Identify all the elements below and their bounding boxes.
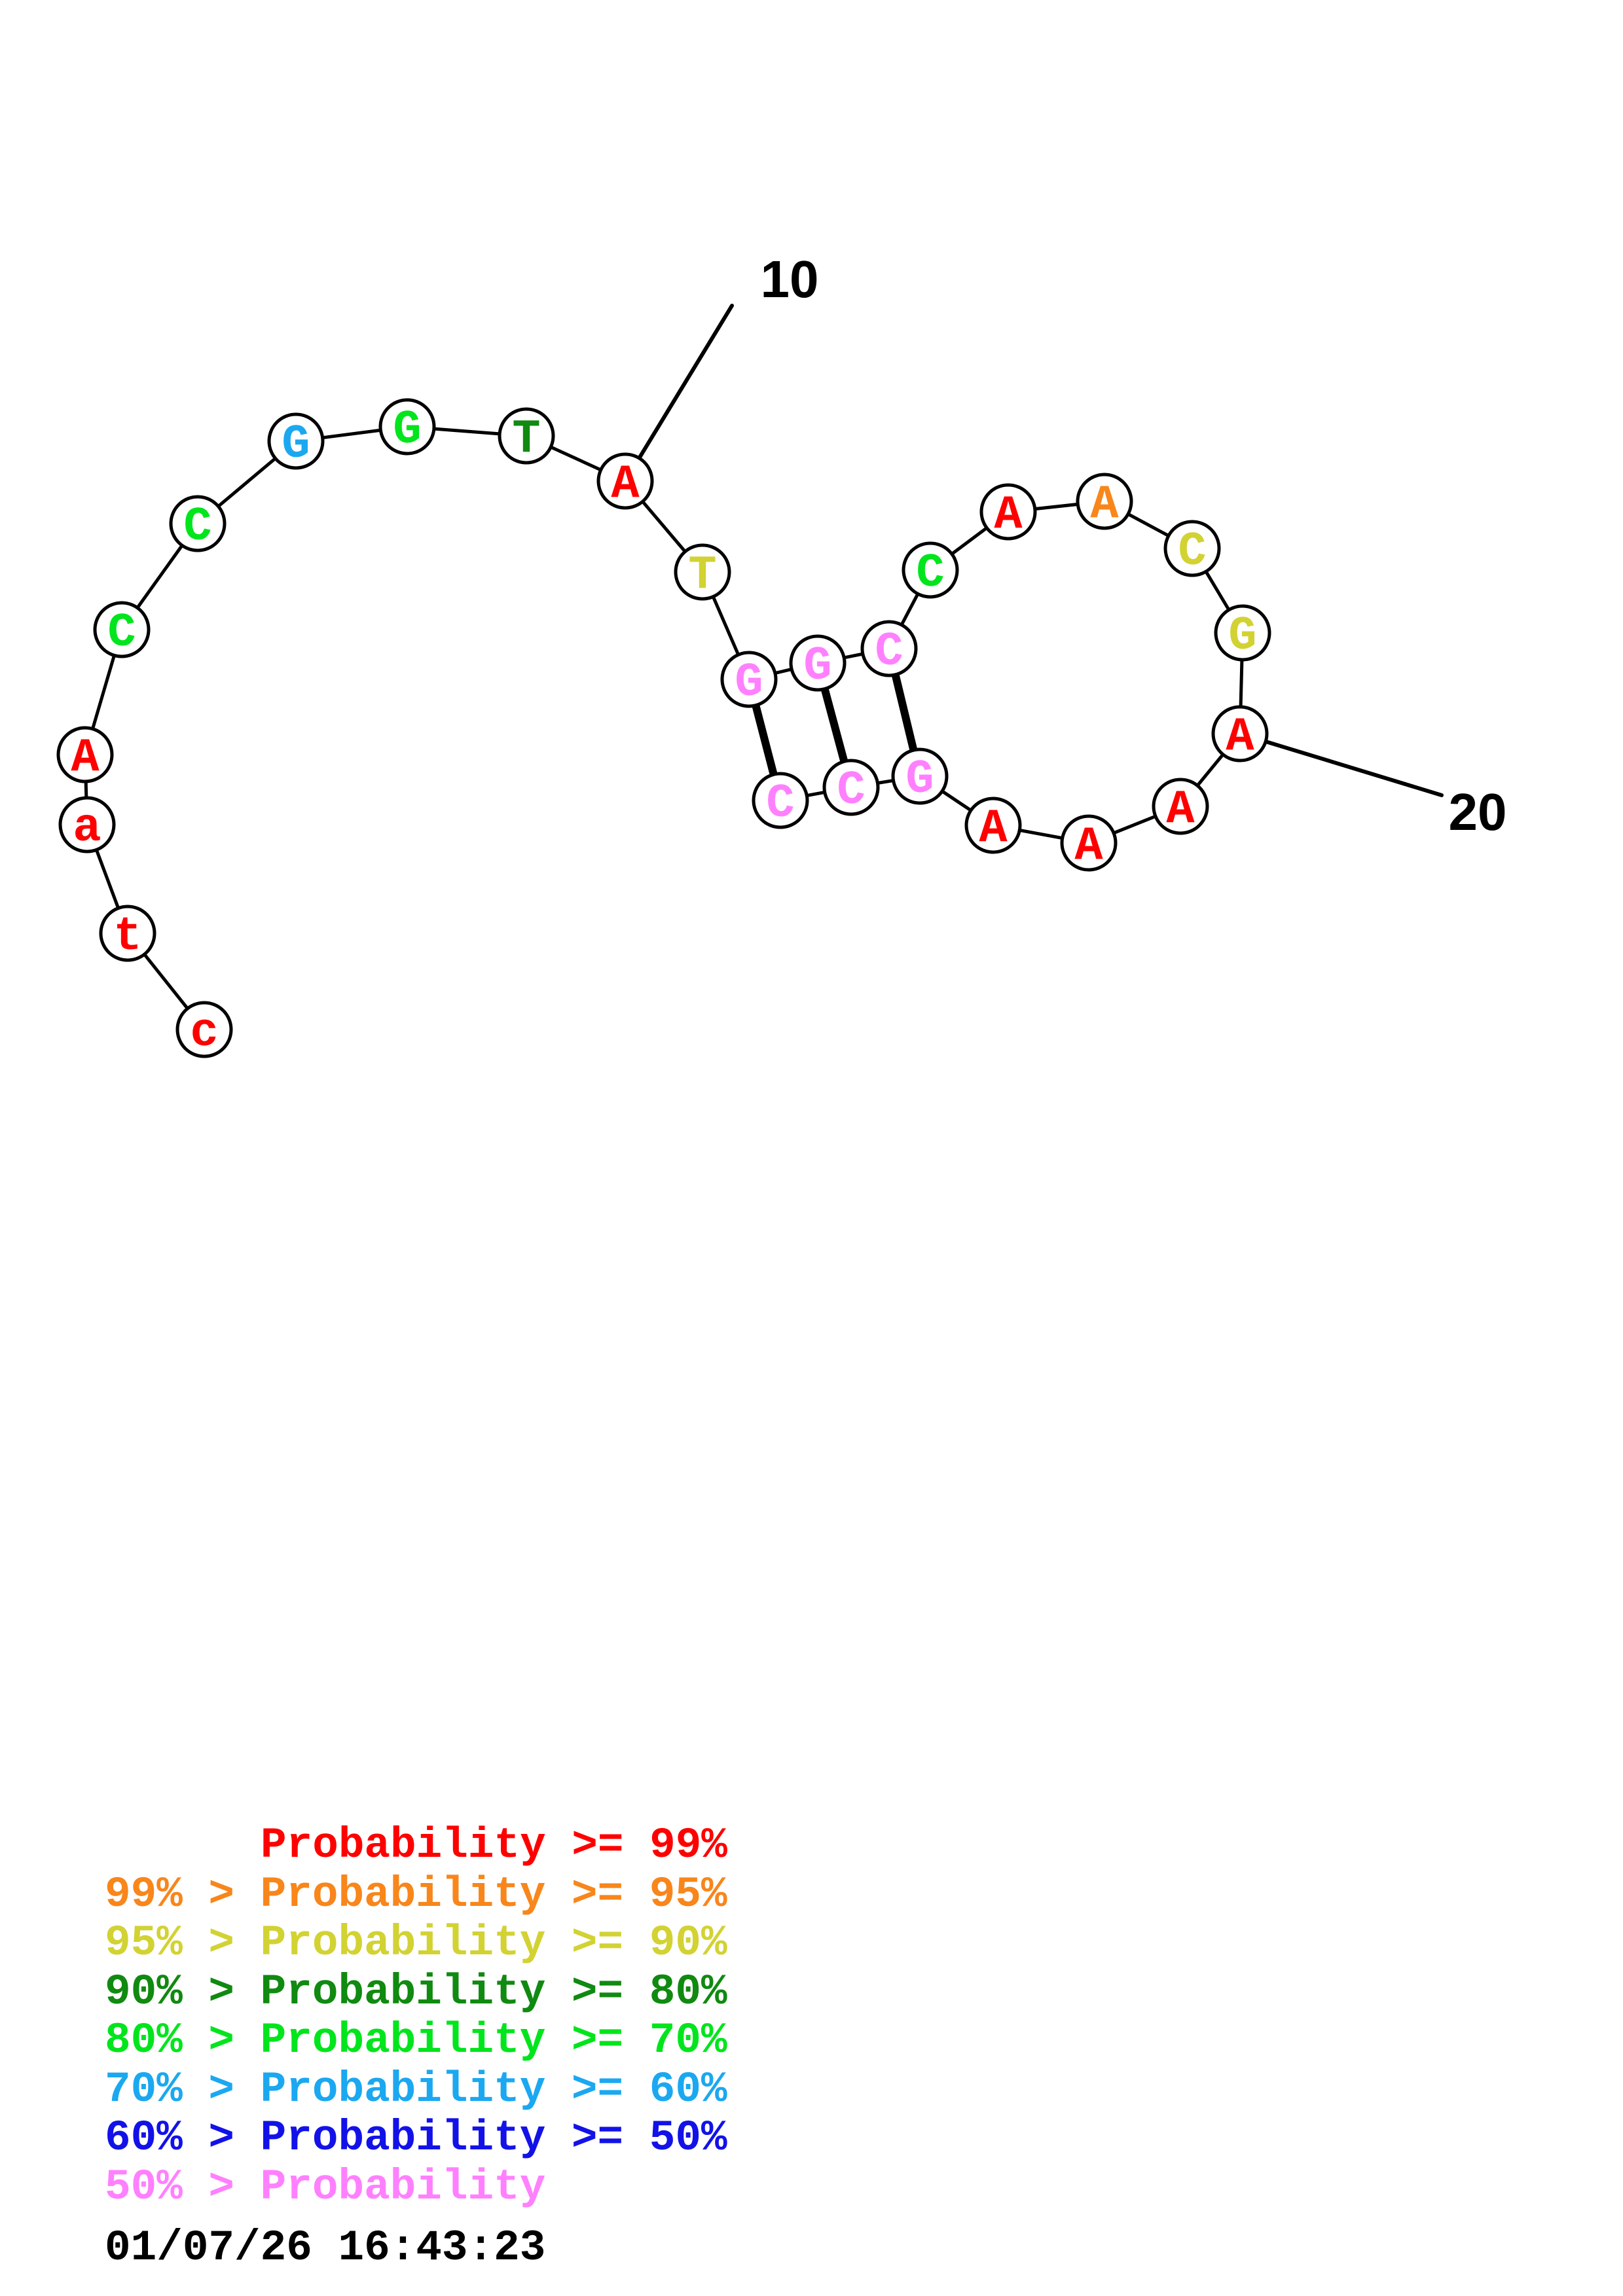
nucleotide-letter: C: [1178, 525, 1206, 579]
nucleotide-letter: C: [875, 625, 903, 679]
nucleotide-circle: [267, 412, 325, 470]
legend-row: Probability >= 99%: [261, 1821, 727, 1870]
nucleotide-letter: A: [71, 731, 100, 785]
nucleotide-letter: A: [1166, 783, 1195, 836]
legend-row: 95% > Probability >= 90%: [105, 1918, 727, 1967]
nucleotide-letter: A: [994, 488, 1023, 542]
nucleotide-circle: [1214, 604, 1271, 662]
nucleotide-circle: [1163, 520, 1221, 577]
backbone: [83, 425, 1245, 1031]
timestamp: 01/07/26 16:43:23: [105, 2223, 545, 2272]
probability-legend: Probability >= 99%99% > Probability >= 9…: [105, 1821, 727, 2212]
legend-row: 60% > Probability >= 50%: [105, 2113, 727, 2162]
nucleotide-circle: [169, 495, 227, 552]
nucleotide-circle: [1076, 473, 1133, 530]
nucleotide-circle: [498, 407, 555, 465]
nucleotide-letter: A: [1226, 710, 1254, 764]
nucleotide-letter: G: [905, 753, 934, 806]
legend-row: 99% > Probability >= 95%: [105, 1870, 727, 1919]
nucleotide-letter: A: [1090, 478, 1119, 531]
sequence-number-labels: 10 20: [761, 250, 1507, 841]
nucleotide-circle: [891, 747, 949, 805]
nucleotide-letter: A: [979, 802, 1008, 855]
leader-lines: [623, 304, 1444, 797]
label-leader-line: [1238, 732, 1444, 797]
label-leader-line: [623, 304, 734, 483]
nucleotide-letter: t: [113, 910, 141, 963]
nucleotide-letter: A: [611, 457, 640, 511]
nucleotide-circle: [979, 483, 1037, 541]
nucleotide-circle: [1060, 814, 1118, 872]
nucleotide-circle: [789, 634, 847, 692]
nucleotide-circle: [175, 1001, 233, 1058]
nucleotide-circle: [1152, 778, 1209, 835]
nucleotide-letter: C: [766, 777, 794, 831]
nucleotide-circle: [860, 620, 918, 677]
nucleotide-letter: C: [837, 764, 865, 817]
nucleotide-letter: c: [190, 1006, 218, 1060]
nucleotide-circle: [964, 797, 1022, 854]
sequence-number-label: 10: [761, 250, 819, 308]
legend-row: 90% > Probability >= 80%: [105, 1967, 727, 2017]
nucleotide-letter: G: [803, 639, 831, 693]
nucleotide-letter: C: [183, 500, 211, 554]
nucleotide-circle: [752, 772, 809, 829]
nucleotide-letter: G: [282, 418, 310, 471]
nucleotide-circle: [596, 452, 654, 510]
nucleotide-circle: [56, 726, 114, 783]
legend-row: 50% > Probability: [105, 2162, 545, 2212]
nucleotide-letter: G: [393, 403, 421, 457]
nucleotide-letter: C: [916, 547, 944, 600]
nucleotide-circle: [1211, 705, 1269, 762]
nucleotide-circle: [674, 543, 731, 601]
nucleotide-letter: G: [1228, 609, 1256, 663]
nucleotide-circle: [99, 905, 156, 962]
nucleotide-letter: T: [512, 412, 540, 466]
nucleotide-letter: a: [73, 801, 101, 855]
nucleotide-letter: T: [688, 548, 716, 602]
nucleotide-circle: [822, 759, 880, 816]
nucleotide-circle: [93, 601, 151, 658]
nucleotide-letter: C: [107, 606, 136, 660]
nucleotide-circle: [378, 398, 436, 456]
nucleotide-circle: [720, 651, 778, 708]
sequence-number-label: 20: [1449, 783, 1507, 841]
nucleotide-letter: A: [1074, 819, 1103, 873]
legend-row: 70% > Probability >= 60%: [105, 2065, 727, 2114]
legend-row: 80% > Probability >= 70%: [105, 2016, 727, 2065]
nucleotide-circle: [58, 796, 116, 853]
nucleotide-letter: G: [735, 656, 763, 709]
nucleotide-circle: [902, 541, 959, 599]
